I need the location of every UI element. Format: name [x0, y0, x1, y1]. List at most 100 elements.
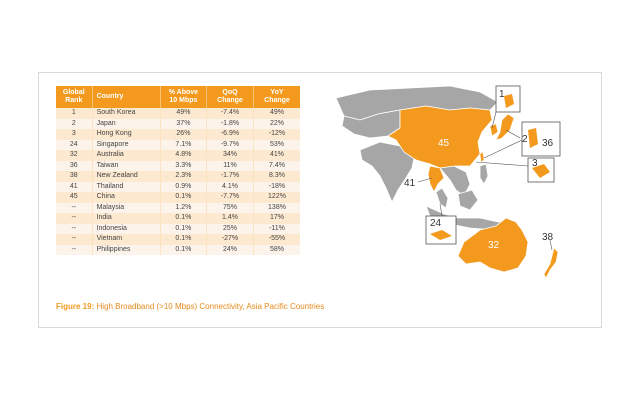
table-header-row: Global Rank Country % Above 10 Mbps QoQ … — [56, 86, 300, 108]
caption-lead: Figure 19: — [56, 302, 95, 311]
map-land-southeast-asia — [439, 165, 471, 197]
cell-qoq: -7.4% — [206, 108, 254, 119]
map-country-taiwan — [479, 151, 485, 163]
cell-above: 0.1% — [160, 234, 207, 245]
cell-above: 0.9% — [160, 181, 207, 192]
cell-above: 49% — [160, 108, 207, 119]
table-row: 38 New Zealand 2.3% -1.7% 8.3% — [56, 171, 300, 182]
cell-qoq: 34% — [206, 150, 254, 161]
cell-country: Singapore — [92, 139, 161, 150]
cell-yoy: -18% — [253, 181, 300, 192]
cell-above: 2.3% — [160, 171, 207, 182]
table-row: -- Malaysia 1.2% 75% 138% — [56, 202, 300, 213]
map-country-china — [387, 105, 493, 169]
header-country: Country — [92, 86, 161, 108]
map-country-south-korea — [489, 123, 499, 137]
cell-rank: 1 — [56, 108, 93, 119]
map-country-thailand — [427, 165, 445, 193]
cell-yoy: 41% — [253, 150, 300, 161]
header-above-10mbps: % Above 10 Mbps — [160, 86, 207, 108]
cell-qoq: 1.4% — [206, 213, 254, 224]
cell-rank: -- — [56, 223, 93, 234]
cell-rank: -- — [56, 213, 93, 224]
cell-rank: 24 — [56, 139, 93, 150]
cell-rank: 3 — [56, 129, 93, 140]
cell-qoq: 25% — [206, 223, 254, 234]
cell-yoy: 7.4% — [253, 160, 300, 171]
caption-text: High Broadband (>10 Mbps) Connectivity, … — [94, 302, 325, 311]
cell-country: New Zealand — [92, 171, 161, 182]
cell-rank: -- — [56, 244, 93, 255]
cell-country: Thailand — [92, 181, 161, 192]
map-country-australia — [457, 217, 529, 273]
cell-yoy: 22% — [253, 118, 300, 129]
table-row: 24 Singapore 7.1% -9.7% 53% — [56, 139, 300, 150]
map-land-malaysia — [435, 187, 449, 209]
table-row: -- India 0.1% 1.4% 17% — [56, 213, 300, 224]
cell-above: 26% — [160, 129, 207, 140]
cell-qoq: 75% — [206, 202, 254, 213]
cell-country: South Korea — [92, 108, 161, 119]
cell-above: 0.1% — [160, 192, 207, 203]
map-label-taiwan: 36 — [542, 138, 554, 149]
cell-above: 1.2% — [160, 202, 207, 213]
cell-country: Hong Kong — [92, 129, 161, 140]
cell-above: 37% — [160, 118, 207, 129]
cell-qoq: 24% — [206, 244, 254, 255]
table-row: 41 Thailand 0.9% 4.1% -18% — [56, 181, 300, 192]
map-country-new-zealand — [543, 247, 559, 279]
cell-qoq: 4.1% — [206, 181, 254, 192]
cell-rank: 2 — [56, 118, 93, 129]
cell-yoy: -12% — [253, 129, 300, 140]
inset-hong-kong — [475, 157, 555, 183]
cell-qoq: -27% — [206, 234, 254, 245]
cell-country: India — [92, 213, 161, 224]
cell-yoy: -11% — [253, 223, 300, 234]
cell-rank: 45 — [56, 192, 93, 203]
header-above-line1: % Above — [168, 89, 199, 96]
cell-above: 3.3% — [160, 160, 207, 171]
header-qoq-line2: Change — [217, 97, 243, 104]
inset-singapore — [425, 203, 457, 245]
cell-above: 4.8% — [160, 150, 207, 161]
map-land-borneo — [457, 189, 479, 211]
cell-country: Vietnam — [92, 234, 161, 245]
map-label-china: 45 — [438, 138, 450, 149]
cell-above: 7.1% — [160, 139, 207, 150]
map-label-new-zealand: 38 — [542, 232, 554, 243]
inset-south-korea — [491, 85, 521, 129]
table-row: 2 Japan 37% -1.8% 22% — [56, 118, 300, 129]
map-label-south-korea: 1 — [499, 89, 505, 100]
cell-yoy: 53% — [253, 139, 300, 150]
cell-above: 0.1% — [160, 244, 207, 255]
map-country-japan — [495, 113, 515, 141]
cell-yoy: -55% — [253, 234, 300, 245]
cell-yoy: 122% — [253, 192, 300, 203]
cell-qoq: -9.7% — [206, 139, 254, 150]
cell-qoq: 11% — [206, 160, 254, 171]
cell-country: Philippines — [92, 244, 161, 255]
cell-qoq: -1.7% — [206, 171, 254, 182]
header-above-line2: 10 Mbps — [169, 97, 198, 104]
map-label-singapore: 24 — [430, 218, 442, 229]
cell-yoy: 49% — [253, 108, 300, 119]
table-row: -- Indonesia 0.1% 25% -11% — [56, 223, 300, 234]
header-global-rank: Global Rank — [56, 86, 93, 108]
asia-pacific-map: 1 2 36 3 45 41 24 32 38 — [335, 85, 561, 279]
header-yoy-line1: YoY — [270, 89, 284, 96]
cell-rank: 36 — [56, 160, 93, 171]
map-label-thailand: 41 — [404, 178, 416, 189]
cell-country: Malaysia — [92, 202, 161, 213]
cell-above: 0.1% — [160, 223, 207, 234]
cell-yoy: 17% — [253, 213, 300, 224]
broadband-table: Global Rank Country % Above 10 Mbps QoQ … — [56, 86, 300, 255]
cell-rank: 41 — [56, 181, 93, 192]
cell-rank: 32 — [56, 150, 93, 161]
cell-country: Indonesia — [92, 223, 161, 234]
cell-yoy: 58% — [253, 244, 300, 255]
table-row: -- Philippines 0.1% 24% 58% — [56, 244, 300, 255]
header-yoy-change: YoY Change — [253, 86, 300, 108]
header-yoy-line2: Change — [264, 97, 290, 104]
figure-caption: Figure 19: High Broadband (>10 Mbps) Con… — [56, 302, 324, 311]
cell-yoy: 138% — [253, 202, 300, 213]
